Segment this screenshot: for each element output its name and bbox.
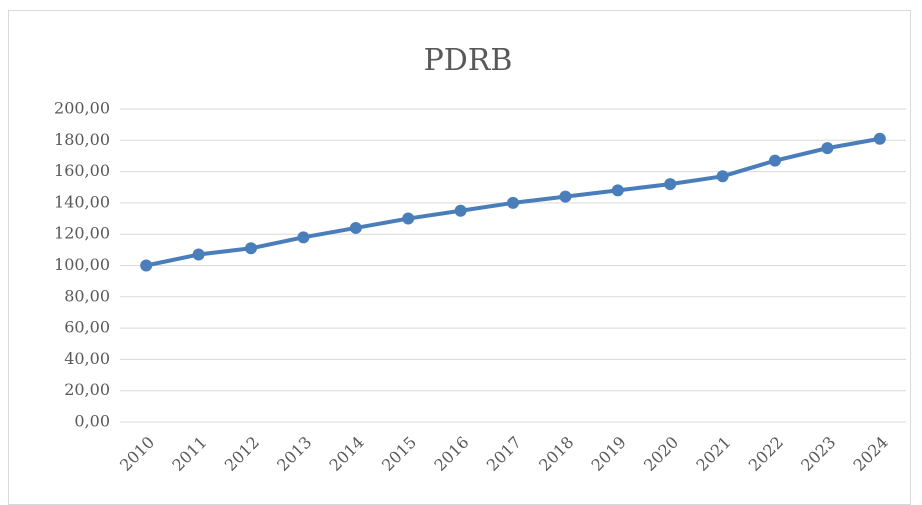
y-tick-label: 120,00 xyxy=(54,224,110,243)
y-tick-label: 20,00 xyxy=(64,380,110,399)
data-point xyxy=(297,231,310,244)
data-point xyxy=(769,154,781,167)
y-tick-label: 180,00 xyxy=(54,130,110,149)
data-point xyxy=(349,221,362,234)
y-tick-label: 80,00 xyxy=(64,286,110,305)
data-point xyxy=(873,132,886,145)
data-point xyxy=(611,184,624,197)
y-tick-label: 60,00 xyxy=(64,318,110,337)
data-point xyxy=(559,190,572,203)
chart-frame xyxy=(8,10,911,505)
y-tick-label: 200,00 xyxy=(54,99,110,118)
data-point xyxy=(507,196,519,209)
y-tick-label: 0,00 xyxy=(74,412,110,431)
y-tick-label: 140,00 xyxy=(54,192,110,211)
data-point xyxy=(716,170,729,183)
data-point xyxy=(664,178,677,191)
data-point xyxy=(245,242,257,255)
y-tick-label: 100,00 xyxy=(54,255,110,274)
data-point xyxy=(402,212,415,225)
y-tick-label: 160,00 xyxy=(54,161,110,180)
chart-title: PDRB xyxy=(424,43,513,78)
y-tick-label: 40,00 xyxy=(64,349,110,368)
data-point xyxy=(821,142,834,155)
data-point xyxy=(140,259,153,272)
data-point xyxy=(192,248,205,261)
data-point xyxy=(454,204,467,217)
